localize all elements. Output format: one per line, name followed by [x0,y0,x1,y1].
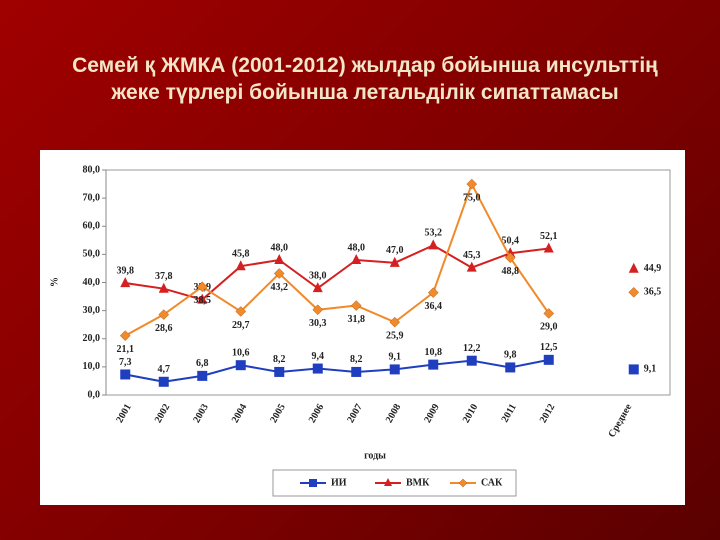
marker [158,309,170,320]
marker [235,360,246,371]
y-tick-label: 0,0 [88,389,101,400]
y-tick-label: 40,0 [83,277,101,288]
data-label: 6,8 [196,358,209,369]
data-label: 9,8 [504,350,517,361]
data-label: 25,9 [386,330,404,341]
legend-marker [309,479,317,487]
data-label: 29,0 [540,322,558,333]
marker [197,293,208,304]
data-label: 29,7 [232,320,250,331]
data-label: 45,3 [463,250,481,261]
marker [351,366,362,377]
x-axis-label: годы [364,450,386,461]
marker [428,239,439,250]
marker [543,242,554,253]
marker [312,304,324,316]
data-label: 28,6 [155,323,173,334]
data-label: 53,2 [425,228,443,239]
data-label: 36,4 [425,301,443,312]
data-label: 39,8 [117,265,135,276]
slide-title: Семей қ ЖМКА (2001-2012) жылдар бойынша … [72,54,658,104]
marker [196,281,208,293]
legend-marker [384,478,392,486]
legend-label: САК [481,477,503,488]
legend-marker [458,478,468,488]
data-label: 38,0 [309,270,327,281]
marker [628,364,639,375]
marker [312,282,323,293]
marker [628,286,640,298]
marker [119,330,131,342]
marker [273,268,285,279]
marker [428,359,439,370]
marker [427,287,439,298]
y-tick-label: 50,0 [83,249,101,260]
data-label: 30,3 [309,318,327,329]
data-label: 36,5 [644,287,662,298]
data-label: 37,8 [155,271,173,282]
data-label: 44,9 [644,263,662,274]
chart-background [40,150,685,505]
marker [466,178,478,190]
y-tick-label: 70,0 [83,192,101,203]
data-label: 45,8 [232,248,250,259]
y-tick-label: 60,0 [83,221,101,232]
marker [389,364,400,375]
data-label: 8,2 [350,354,363,365]
marker [504,252,516,264]
marker [274,366,285,377]
data-label: 48,0 [271,242,289,253]
data-label: 10,8 [425,347,443,358]
marker [466,355,477,366]
marker [350,300,362,311]
marker [543,308,555,319]
y-axis-label: % [49,277,60,287]
data-label: 10,6 [232,347,250,358]
marker [543,354,554,365]
legend-label: ВМК [406,477,430,488]
data-label: 9,1 [389,352,402,363]
data-label: 12,2 [463,343,481,354]
y-tick-label: 30,0 [83,305,101,316]
y-tick-label: 10,0 [83,361,101,372]
marker [158,376,169,387]
data-label: 48,8 [502,266,520,277]
marker [120,277,131,288]
data-label: 43,2 [271,282,289,293]
marker [158,282,169,293]
data-label: 52,1 [540,231,558,242]
marker [235,260,246,271]
data-label: 7,3 [119,357,132,368]
data-label: 75,0 [463,192,481,203]
data-label: 50,4 [502,236,520,247]
marker [389,256,400,267]
data-label: 9,4 [312,351,325,362]
marker [466,261,477,272]
data-label: 4,7 [158,364,171,375]
marker [312,363,323,374]
marker [389,316,401,328]
y-tick-label: 80,0 [83,164,101,175]
y-tick-label: 20,0 [83,333,101,344]
data-label: 31,8 [348,314,366,325]
data-label: 21,1 [117,344,135,355]
marker [628,262,639,273]
data-label: 48,0 [348,242,366,253]
data-label: 9,1 [644,364,657,375]
marker [120,369,131,380]
legend-label: ИИ [331,477,347,488]
data-label: 38,5 [194,295,212,306]
data-label: 12,5 [540,342,558,353]
marker [351,254,362,264]
data-label: 47,0 [386,245,404,256]
marker [197,370,208,381]
marker [505,362,516,373]
marker [235,306,247,317]
data-label: 8,2 [273,354,286,365]
marker [274,254,285,264]
